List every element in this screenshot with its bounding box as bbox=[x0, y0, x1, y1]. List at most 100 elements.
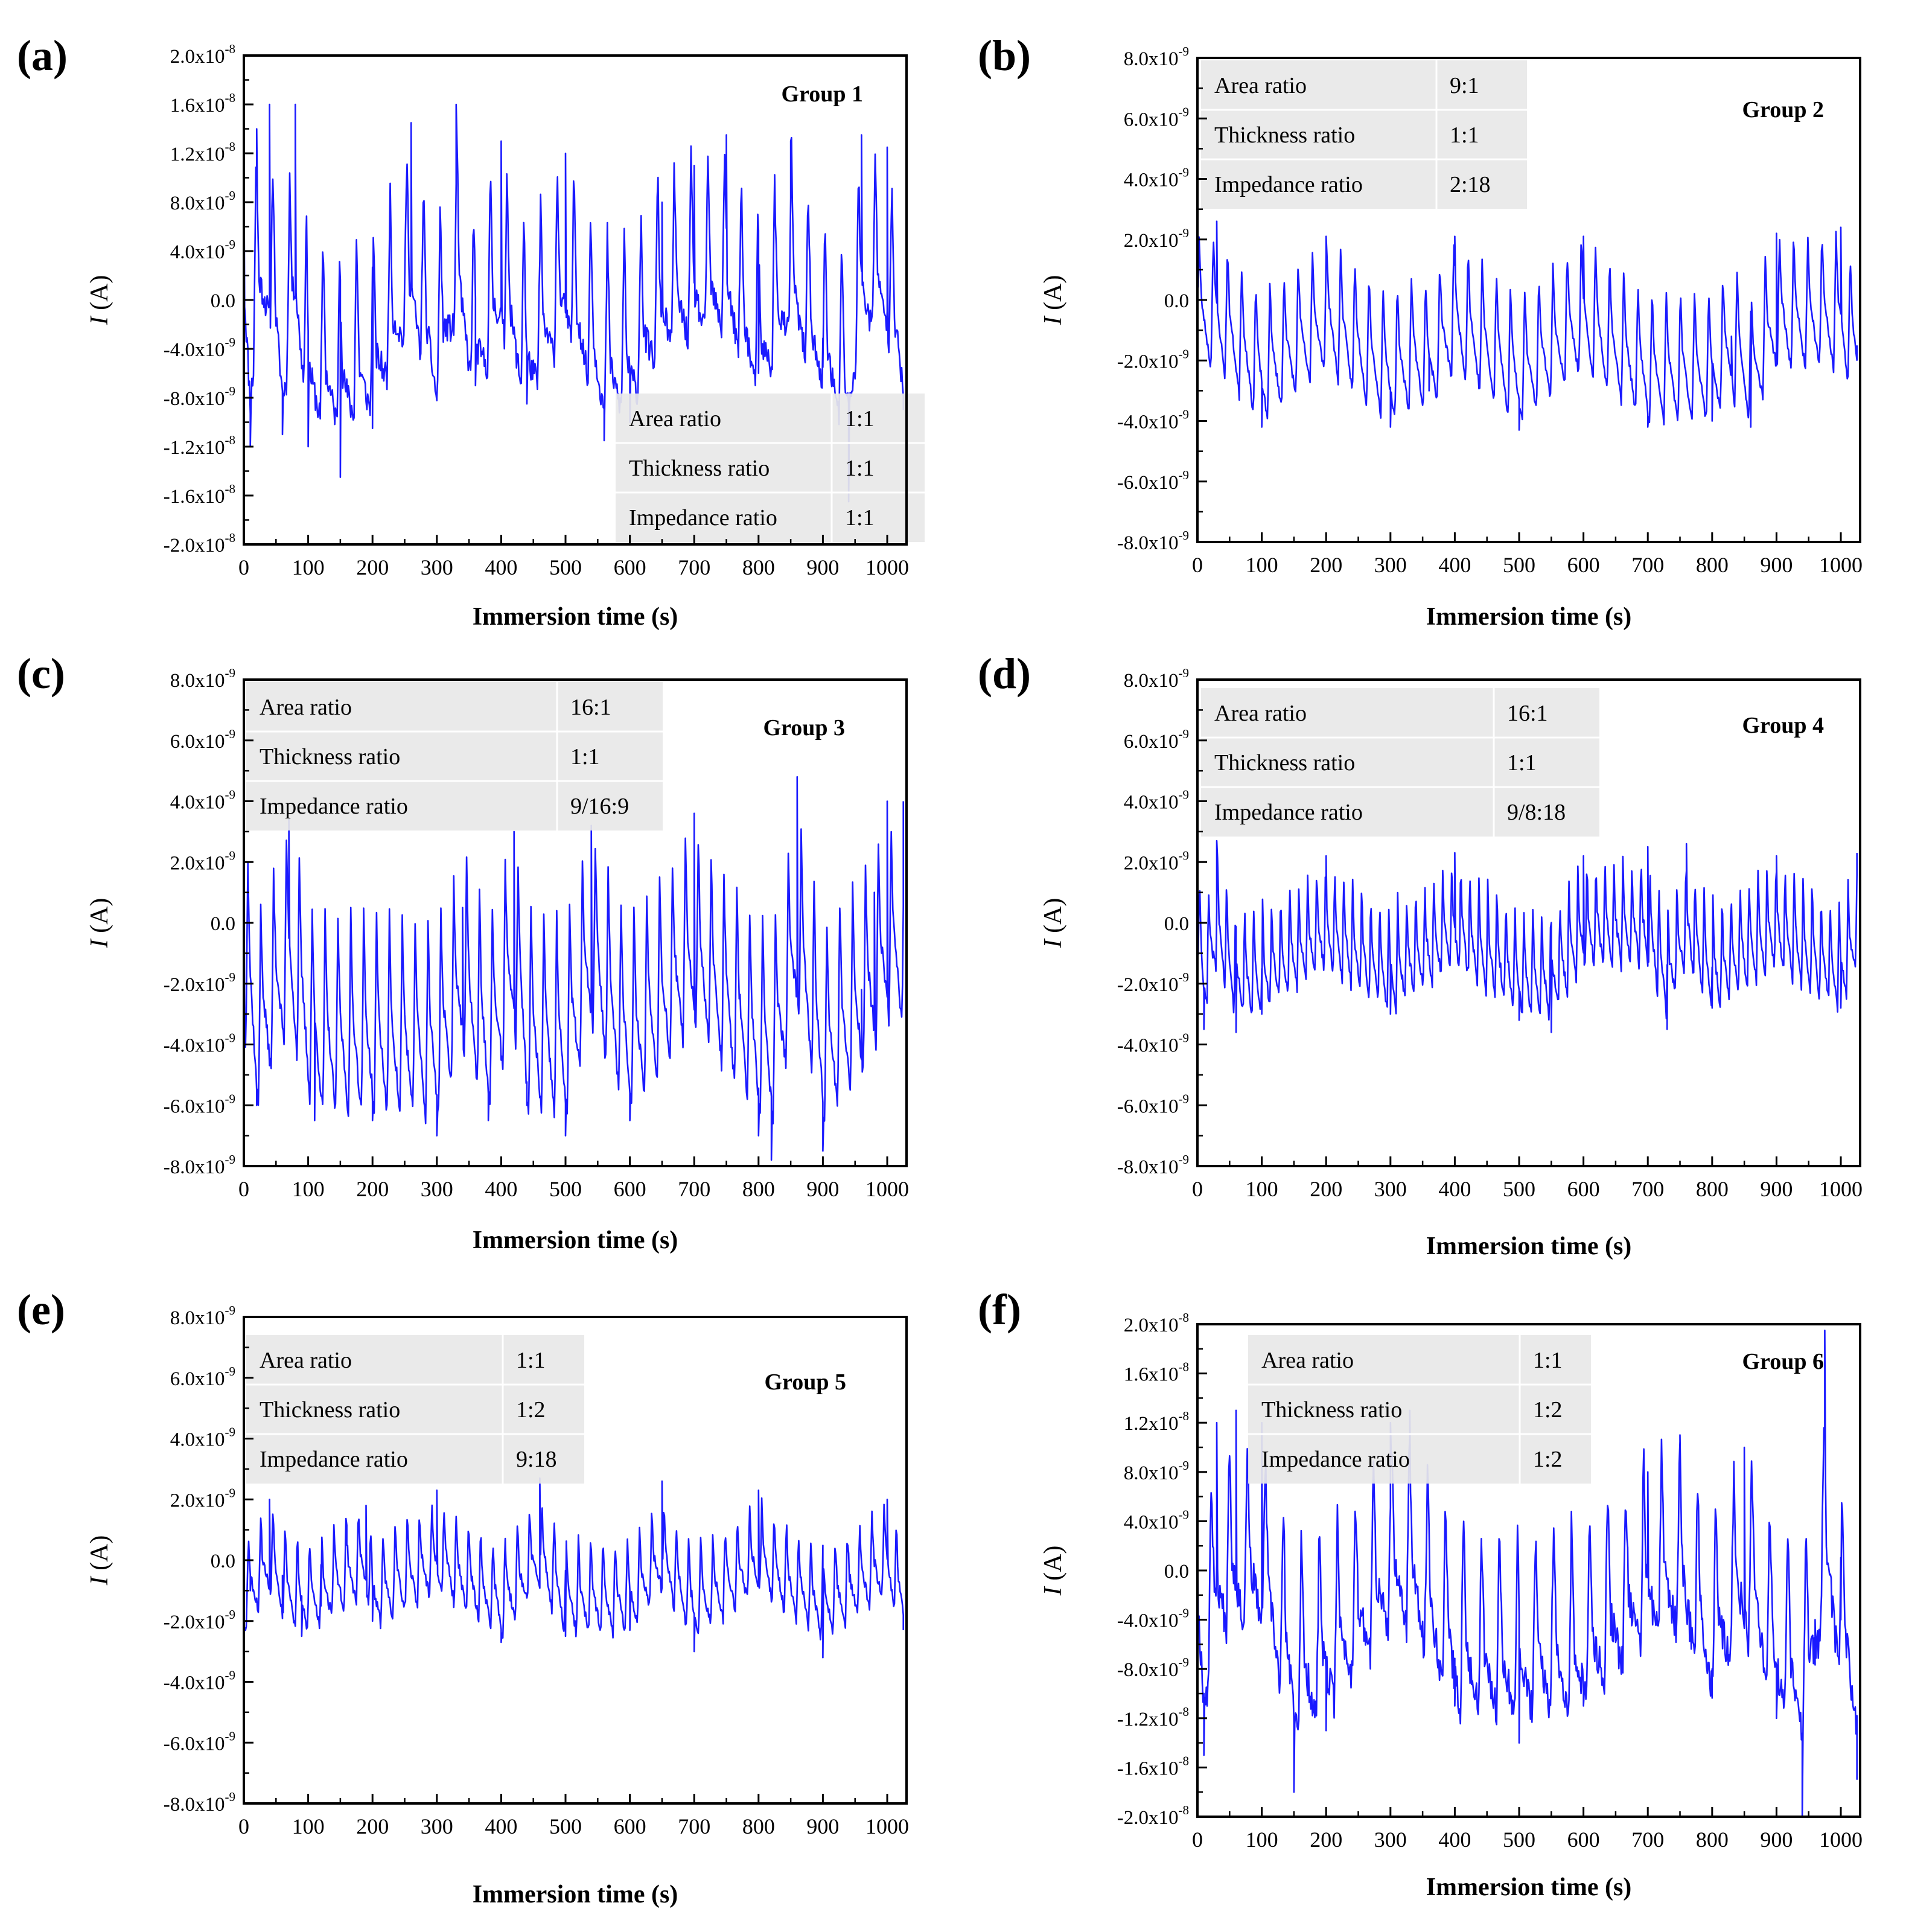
y-tick-mantissa: -2.0x10 bbox=[164, 974, 225, 996]
x-tick-label: 0 bbox=[1192, 1828, 1203, 1852]
legend-row-label: Area ratio bbox=[1261, 1348, 1354, 1373]
x-tick-label: 900 bbox=[806, 1177, 839, 1201]
x-tick-label: 0 bbox=[1192, 553, 1203, 577]
y-tick-exponent: -9 bbox=[225, 1607, 236, 1622]
group-label: Group 4 bbox=[1742, 713, 1824, 738]
y-tick-mantissa: -8.0x10 bbox=[164, 1794, 225, 1816]
y-tick-exponent: -9 bbox=[1179, 528, 1190, 543]
x-tick-label: 300 bbox=[1374, 1177, 1407, 1201]
x-tick-label: 600 bbox=[614, 1814, 646, 1838]
x-tick-label: 700 bbox=[1631, 553, 1664, 577]
x-tick-label: 100 bbox=[292, 555, 325, 579]
y-tick-exponent: -8 bbox=[1179, 1360, 1190, 1374]
chart-panel-d: (d) Area ratio 16:1 Thickness ratio 1:1 Imped… bbox=[978, 649, 1863, 1260]
y-tick-exponent: -9 bbox=[1179, 1655, 1190, 1669]
y-tick-mantissa: 1.2x10 bbox=[1124, 1413, 1179, 1435]
y-tick-label: 1.6x10-8 bbox=[1124, 1360, 1189, 1386]
y-tick-label: 0.0 bbox=[1164, 290, 1189, 312]
y-tick-mantissa: 0.0 bbox=[211, 290, 235, 312]
legend-table: Area ratio 16:1 Thickness ratio 1:1 Impedanc… bbox=[246, 682, 663, 831]
y-tick-exponent: -8 bbox=[1179, 1409, 1190, 1423]
y-tick-mantissa: 1.2x10 bbox=[170, 144, 225, 165]
y-tick-mantissa: -1.2x10 bbox=[164, 437, 225, 459]
panel-letter: (b) bbox=[978, 31, 1031, 80]
y-tick-label: 6.0x10-9 bbox=[1124, 727, 1189, 753]
x-axis-title: Immersion time (s) bbox=[1426, 1873, 1632, 1901]
legend-table: Area ratio 1:1 Thickness ratio 1:1 Impedance… bbox=[616, 394, 925, 542]
y-axis-title: I (A) bbox=[86, 275, 113, 326]
y-tick-exponent: -9 bbox=[225, 1485, 236, 1500]
y-tick-exponent: -9 bbox=[225, 666, 236, 680]
x-tick-label: 0 bbox=[1192, 1177, 1203, 1201]
x-axis-title: Immersion time (s) bbox=[1426, 1232, 1632, 1260]
y-tick-exponent: -9 bbox=[1179, 788, 1190, 802]
y-axis-unit: (A) bbox=[86, 275, 113, 310]
x-tick-label: 500 bbox=[1503, 1828, 1535, 1852]
x-tick-label: 900 bbox=[806, 1814, 839, 1838]
y-tick-label: 2.0x10-9 bbox=[1124, 848, 1189, 874]
group-label: Group 6 bbox=[1742, 1349, 1824, 1374]
legend-row-value: 1:2 bbox=[516, 1397, 546, 1423]
y-tick-exponent: -9 bbox=[1179, 165, 1190, 180]
y-tick-label: -4.0x10-9 bbox=[164, 1031, 235, 1057]
x-tick-label: 0 bbox=[238, 555, 249, 579]
y-axis-symbol: I bbox=[86, 1575, 113, 1586]
y-tick-mantissa: 0.0 bbox=[211, 913, 235, 935]
y-tick-mantissa: 8.0x10 bbox=[1124, 670, 1179, 692]
legend-background bbox=[1201, 60, 1527, 209]
y-tick-exponent: -9 bbox=[1179, 1507, 1190, 1522]
y-tick-label: 6.0x10-9 bbox=[170, 1364, 235, 1390]
y-tick-exponent: -9 bbox=[225, 1152, 236, 1167]
legend-background bbox=[1201, 688, 1599, 837]
x-tick-label: 500 bbox=[1503, 553, 1535, 577]
x-tick-label: 0 bbox=[238, 1814, 249, 1838]
y-tick-mantissa: -8.0x10 bbox=[1117, 532, 1179, 554]
y-tick-label: -2.0x10-9 bbox=[164, 1607, 235, 1633]
y-tick-exponent: -9 bbox=[225, 1303, 236, 1318]
legend-table: Area ratio 1:1 Thickness ratio 1:2 Impedance… bbox=[1248, 1335, 1591, 1484]
x-axis-title: Immersion time (s) bbox=[473, 1226, 678, 1254]
y-tick-mantissa: 4.0x10 bbox=[170, 241, 225, 263]
y-tick-exponent: -8 bbox=[225, 482, 236, 496]
legend-row-label: Thickness ratio bbox=[260, 744, 400, 770]
y-tick-exponent: -9 bbox=[225, 1091, 236, 1106]
y-tick-mantissa: 4.0x10 bbox=[1124, 792, 1179, 814]
y-tick-exponent: -9 bbox=[1179, 727, 1190, 741]
y-axis-symbol: I bbox=[1039, 1586, 1067, 1596]
legend-row-value: 1:1 bbox=[516, 1348, 546, 1373]
y-tick-label: -4.0x10-9 bbox=[1117, 407, 1189, 433]
y-tick-exponent: -8 bbox=[1179, 1310, 1190, 1325]
panel-letter: (f) bbox=[978, 1286, 1021, 1334]
y-tick-mantissa: 2.0x10 bbox=[170, 46, 225, 68]
legend-row-label: Impedance ratio bbox=[260, 1447, 408, 1472]
y-axis-unit: (A) bbox=[86, 898, 113, 933]
y-tick-mantissa: 2.0x10 bbox=[170, 1490, 225, 1511]
y-tick-mantissa: -4.0x10 bbox=[1117, 1610, 1179, 1632]
y-tick-label: 8.0x10-9 bbox=[170, 188, 235, 214]
legend-row-value: 9:18 bbox=[516, 1447, 557, 1472]
y-tick-mantissa: 6.0x10 bbox=[170, 1368, 225, 1390]
y-tick-exponent: -9 bbox=[225, 727, 236, 741]
y-tick-mantissa: 8.0x10 bbox=[1124, 48, 1179, 70]
y-axis-space bbox=[86, 310, 113, 317]
x-tick-label: 200 bbox=[356, 1177, 389, 1201]
y-tick-label: -6.0x10-9 bbox=[1117, 1091, 1189, 1117]
y-tick-mantissa: 1.6x10 bbox=[1124, 1364, 1179, 1386]
y-tick-exponent: -8 bbox=[1179, 1704, 1190, 1719]
x-tick-label: 900 bbox=[1760, 553, 1793, 577]
y-tick-mantissa: 4.0x10 bbox=[1124, 170, 1179, 191]
chart-panel-a: (a) Area ratio 1:1 Thickness ratio 1:1 Impeda… bbox=[17, 31, 925, 631]
x-tick-label: 900 bbox=[806, 555, 839, 579]
y-tick-mantissa: -4.0x10 bbox=[1117, 412, 1179, 433]
x-tick-label: 1000 bbox=[865, 1814, 909, 1838]
y-tick-label: -6.0x10-9 bbox=[1117, 468, 1189, 494]
panel-letter: (e) bbox=[17, 1286, 65, 1334]
panel-letter: (a) bbox=[17, 31, 68, 80]
group-label: Group 3 bbox=[763, 715, 845, 741]
x-tick-label: 600 bbox=[614, 1177, 646, 1201]
legend-background bbox=[1248, 1335, 1591, 1484]
y-axis-space bbox=[1039, 1581, 1067, 1587]
y-tick-label: 0.0 bbox=[211, 290, 235, 312]
x-tick-label: 700 bbox=[678, 1814, 710, 1838]
x-tick-label: 800 bbox=[1696, 1828, 1729, 1852]
